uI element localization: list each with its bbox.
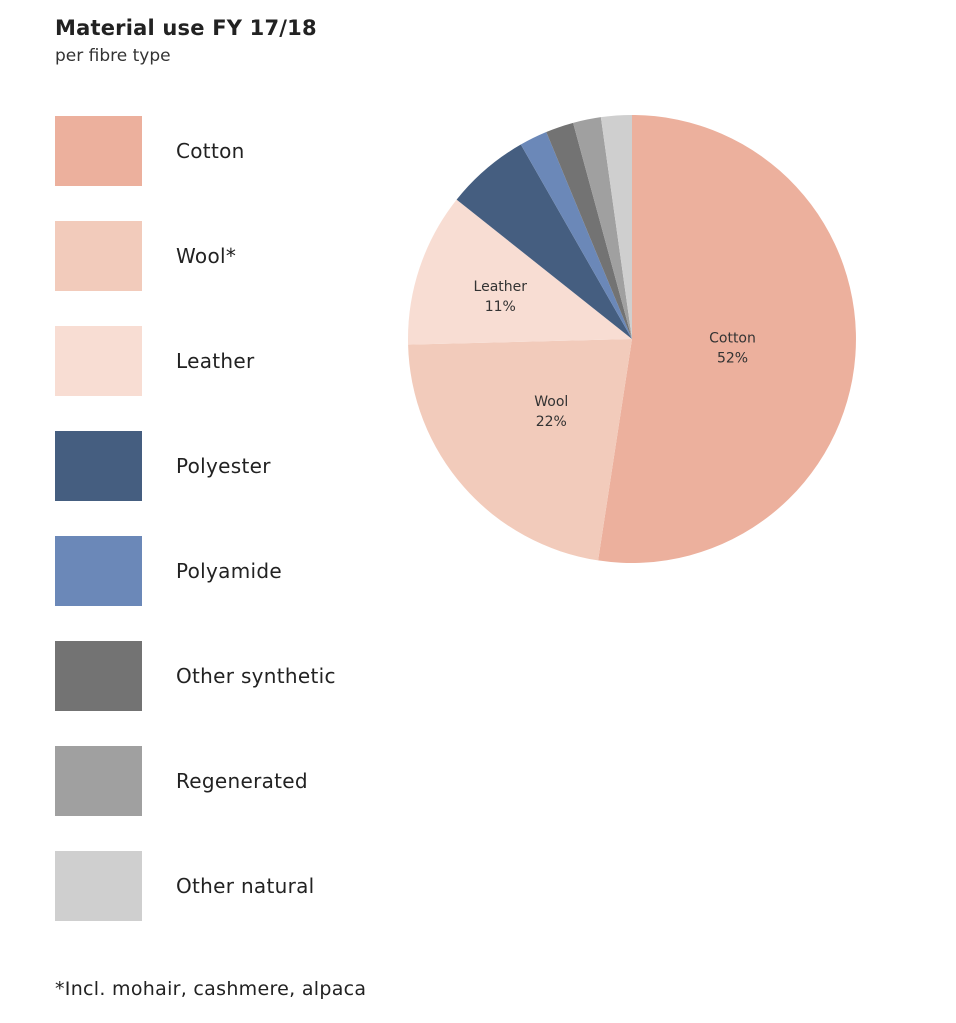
legend-item-other-natural: Other natural	[55, 851, 375, 921]
legend-label-other-natural: Other natural	[176, 874, 315, 898]
legend-item-wool: Wool*	[55, 221, 375, 291]
pie-slice-cotton	[598, 115, 856, 563]
pie-slice-leather	[407, 199, 632, 345]
pie-slice-polyamide	[520, 132, 632, 339]
legend-label-wool: Wool*	[176, 244, 237, 268]
pie-slice-other-synthetic	[546, 122, 632, 339]
slice-label-value-wool: 22%	[536, 414, 567, 430]
legend-label-polyester: Polyester	[176, 454, 271, 478]
slice-label-value-cotton: 52%	[717, 351, 748, 367]
legend-label-other-synthetic: Other synthetic	[176, 664, 336, 688]
legend-label-leather: Leather	[176, 349, 255, 373]
legend-swatch-leather	[55, 326, 142, 396]
slice-label-name-leather: Leather	[474, 279, 528, 295]
slice-label-name-cotton: Cotton	[709, 331, 756, 347]
chart-subtitle: per fibre type	[55, 46, 171, 66]
legend-swatch-other-synthetic	[55, 641, 142, 711]
legend-swatch-regenerated	[55, 746, 142, 816]
slice-label-name-wool: Wool	[534, 394, 568, 410]
legend-swatch-polyester	[55, 431, 142, 501]
pie-slice-polyester	[456, 144, 632, 339]
legend-item-cotton: Cotton	[55, 116, 375, 186]
legend-label-cotton: Cotton	[176, 139, 245, 163]
legend-swatch-other-natural	[55, 851, 142, 921]
legend-item-other-synthetic: Other synthetic	[55, 641, 375, 711]
legend-swatch-wool	[55, 221, 142, 291]
chart-title: Material use FY 17/18	[55, 16, 317, 40]
footnote: *Incl. mohair, cashmere, alpaca	[55, 978, 367, 1000]
pie-slice-regenerated	[573, 117, 632, 339]
legend-item-polyester: Polyester	[55, 431, 375, 501]
pie-slice-wool	[408, 339, 632, 561]
pie-slice-other-natural	[600, 114, 632, 339]
legend-item-polyamide: Polyamide	[55, 536, 375, 606]
legend-swatch-cotton	[55, 116, 142, 186]
legend-item-leather: Leather	[55, 326, 375, 396]
slice-label-value-leather: 11%	[485, 299, 516, 315]
legend-item-regenerated: Regenerated	[55, 746, 375, 816]
legend-label-regenerated: Regenerated	[176, 769, 308, 793]
legend-swatch-polyamide	[55, 536, 142, 606]
legend-label-polyamide: Polyamide	[176, 559, 282, 583]
